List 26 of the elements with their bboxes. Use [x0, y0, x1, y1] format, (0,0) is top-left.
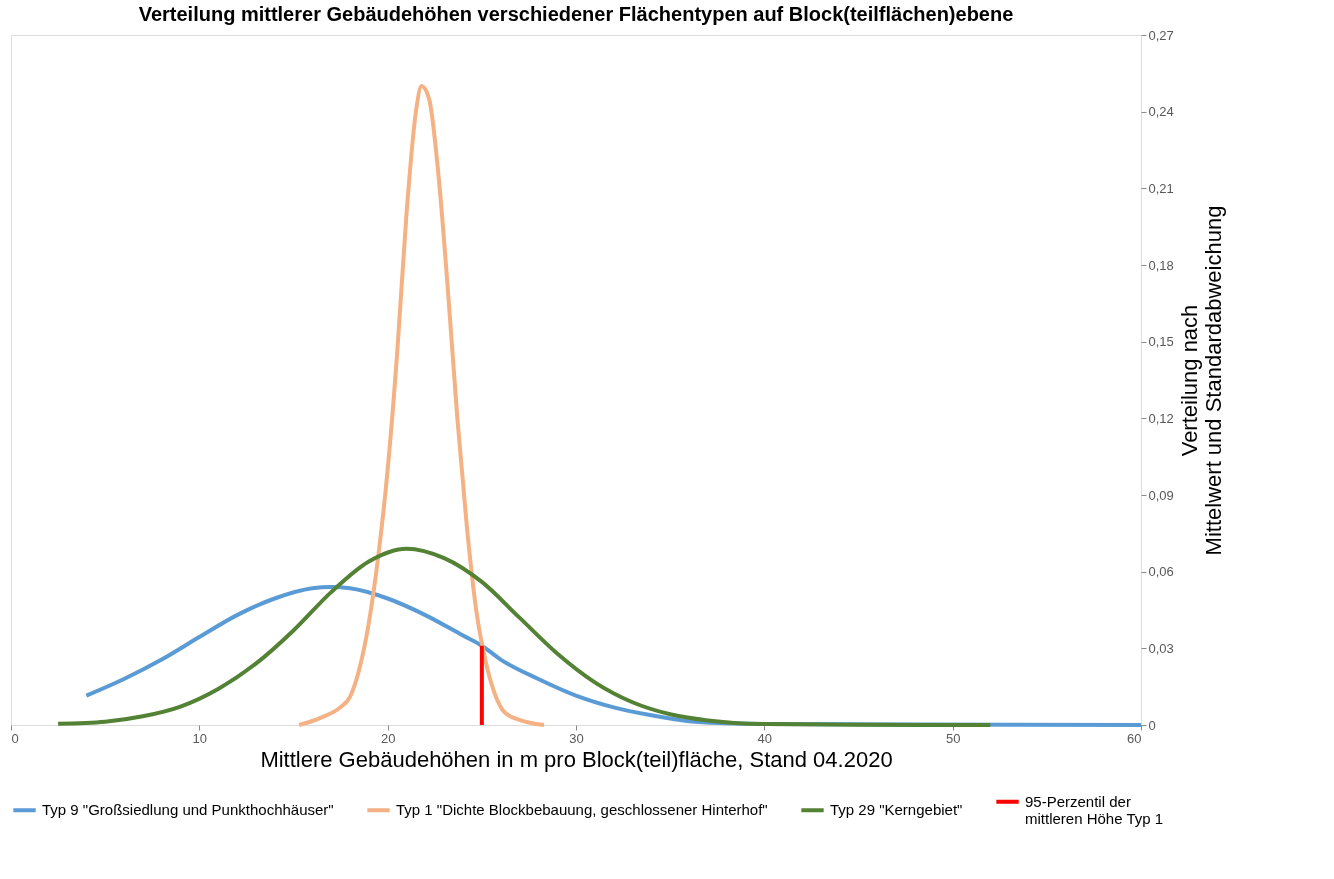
x-tick-label: 60 — [1127, 730, 1142, 746]
legend-label: 95-Perzentil der mittleren Höhe Typ 1 — [1025, 792, 1164, 827]
x-tick-label: 20 — [380, 730, 396, 746]
y-tick-label: 0,24 — [1148, 104, 1174, 120]
y-tick-label: 0 — [1148, 717, 1156, 733]
y-tick-label: 0,21 — [1148, 180, 1174, 196]
x-tick-label: 10 — [192, 730, 208, 746]
y-tick-label: 0,03 — [1148, 640, 1174, 656]
y-tick-label: 0,12 — [1148, 410, 1174, 426]
y-tick-label: 0,06 — [1148, 564, 1174, 580]
legend-label: Typ 1 "Dichte Blockbebauung, geschlossener Hinterhof" — [396, 801, 768, 819]
y-tick-label: 0,18 — [1148, 257, 1174, 273]
chart-title: Verteilung mittlerer Gebäudehöhen verschiedener Flächentypen auf Block(teilflächen)ebene — [138, 3, 1014, 25]
y-tick-label: 0,27 — [1148, 27, 1174, 43]
x-tick-label: 50 — [945, 730, 961, 746]
y-axis-title: Verteilung nach Mittelwert und Standardabweichung — [1176, 205, 1226, 556]
legend-label: Typ 29 "Kerngebiet" — [830, 801, 963, 819]
y-tick-label: 0,09 — [1148, 487, 1174, 503]
x-axis-title: Mittlere Gebäudehöhen in m pro Block(teil)fläche, Stand 04.2020 — [260, 746, 893, 772]
line-series — [56, 546, 993, 727]
x-tick-label: 40 — [757, 730, 773, 746]
legend-label: Typ 9 "Großsiedlung und Punkthochhäuser" — [42, 801, 334, 819]
y-tick-label: 0,15 — [1148, 334, 1174, 350]
line-series — [297, 84, 546, 727]
x-tick-label: 0 — [11, 730, 19, 746]
x-tick-label: 30 — [569, 730, 584, 746]
